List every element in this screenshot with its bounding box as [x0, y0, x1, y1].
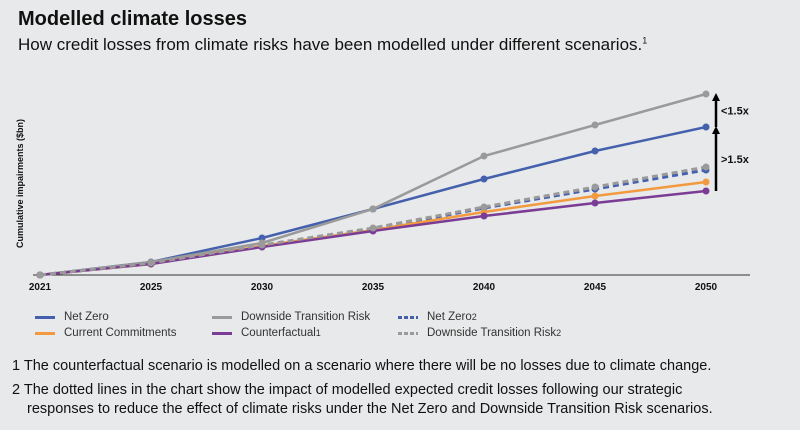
- legend-label: Net Zero: [427, 311, 472, 323]
- data-point: [591, 147, 599, 155]
- data-point: [369, 205, 377, 213]
- legend-swatch: [212, 315, 232, 319]
- chart-title: Modelled climate losses: [18, 8, 247, 30]
- x-tick-label: 2050: [695, 282, 718, 293]
- x-tick-label: 2040: [473, 282, 496, 293]
- annotation-label: >1.5x: [721, 154, 750, 166]
- legend-label: Downside Transition Risk: [241, 311, 371, 323]
- legend-label: Counterfactual: [241, 327, 316, 339]
- legend-item: Downside Transition Risk: [212, 311, 370, 323]
- x-tick-label: 2045: [584, 282, 607, 293]
- y-axis-label: Cumulative impairments ($bn): [15, 119, 25, 248]
- data-point: [147, 259, 155, 267]
- footnote-2: 2 The dotted lines in the chart show the…: [12, 382, 683, 398]
- legend-swatch: [212, 331, 232, 335]
- legend-footnote-ref: 2: [556, 328, 562, 338]
- data-point: [591, 192, 599, 200]
- x-tick-label: 2021: [29, 282, 52, 293]
- legend-swatch: [398, 331, 418, 335]
- data-point: [480, 212, 488, 220]
- data-point: [36, 271, 44, 279]
- legend-swatch: [398, 315, 418, 319]
- legend-item: Downside Transition Risk 2: [398, 327, 561, 339]
- legend-label: Net Zero: [64, 311, 109, 323]
- x-tick-label: 2035: [362, 282, 385, 293]
- footnote-2-cont: responses to reduce the effect of climat…: [27, 401, 713, 417]
- series-line-5: [39, 165, 707, 277]
- data-point: [480, 203, 488, 211]
- legend-item: Current Commitments: [35, 327, 176, 339]
- data-point: [702, 90, 710, 98]
- data-point: [702, 123, 710, 131]
- legend-swatch: [35, 315, 55, 319]
- subtitle-text: How credit losses from climate risks hav…: [18, 35, 643, 54]
- legend-footnote-ref: 1: [315, 328, 321, 338]
- legend-swatch: [35, 331, 55, 335]
- chart-subtitle: How credit losses from climate risks hav…: [18, 35, 647, 55]
- x-tick-label: 2025: [140, 282, 163, 293]
- data-point: [591, 121, 599, 129]
- data-point: [258, 234, 266, 242]
- legend-item: Net Zero 2: [398, 311, 477, 323]
- data-point: [480, 175, 488, 183]
- data-point: [258, 241, 266, 249]
- legend-item: Counterfactual 1: [212, 327, 321, 339]
- data-point: [369, 224, 377, 232]
- subtitle-footnote-ref: 1: [642, 35, 648, 46]
- line-chart: Cumulative impairments ($bn) 2021 2025 203…: [15, 90, 750, 293]
- footnote-1: 1 The counterfactual scenario is modelle…: [12, 358, 712, 374]
- data-point: [591, 183, 599, 191]
- legend-item: Net Zero: [35, 311, 109, 323]
- legend-label: Current Commitments: [64, 327, 177, 339]
- legend-footnote-ref: 2: [471, 312, 477, 322]
- data-point: [702, 163, 710, 171]
- annotation-label: <1.5x: [721, 106, 750, 118]
- data-point: [702, 187, 710, 195]
- annotation-arrowhead: [712, 126, 720, 134]
- annotation-arrowhead: [712, 93, 720, 101]
- legend-label: Downside Transition Risk: [427, 327, 557, 339]
- x-tick-label: 2030: [251, 282, 274, 293]
- data-point: [591, 199, 599, 207]
- data-point: [480, 152, 488, 160]
- data-point: [702, 178, 710, 186]
